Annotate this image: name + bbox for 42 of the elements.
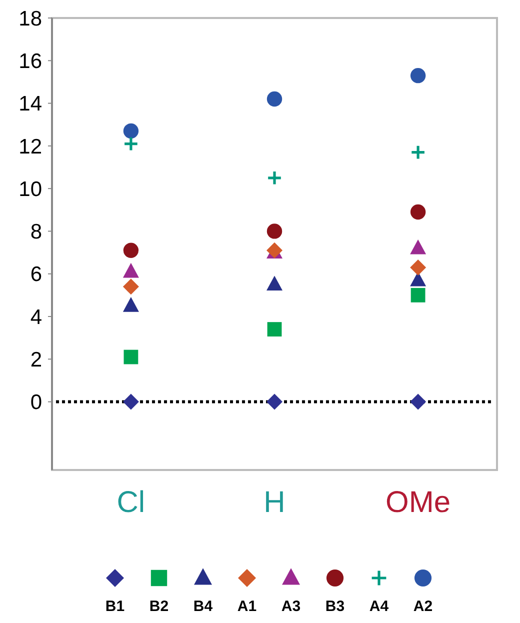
- y-tick-label: 12: [18, 135, 42, 158]
- x-tick-label: Cl: [116, 486, 146, 519]
- legend-label: A2: [413, 598, 433, 615]
- point: [266, 276, 282, 291]
- y-tick-label: 6: [30, 263, 42, 286]
- point: [266, 91, 282, 107]
- legend-label: A4: [369, 598, 390, 615]
- point: [123, 136, 139, 152]
- y-tick-label: 0: [30, 391, 42, 414]
- x-tick-label: H: [264, 486, 286, 519]
- point: [266, 170, 282, 186]
- x-tick-label: OMe: [386, 486, 451, 519]
- point: [410, 239, 426, 254]
- point: [122, 394, 139, 410]
- point: [410, 259, 426, 276]
- point: [123, 242, 139, 258]
- point: [410, 288, 426, 302]
- point: [123, 123, 139, 139]
- y-tick-label: 14: [18, 92, 42, 116]
- legend-label: B1: [105, 598, 125, 615]
- point: [410, 204, 426, 220]
- point: [266, 394, 282, 410]
- y-tick-label: 2: [30, 348, 42, 372]
- y-tick-label: 8: [30, 220, 42, 244]
- point: [410, 68, 426, 84]
- point: [267, 322, 282, 336]
- point: [122, 278, 139, 295]
- y-tick-label: 4: [30, 306, 42, 329]
- point: [266, 224, 282, 239]
- legend-label: B2: [149, 598, 169, 615]
- y-tick-label: 10: [18, 178, 42, 201]
- legend-label: A3: [281, 598, 301, 615]
- legend-label: B4: [193, 598, 214, 615]
- point: [122, 262, 139, 278]
- legend-label: A1: [237, 598, 257, 615]
- legend-label: B3: [325, 598, 345, 615]
- point: [410, 394, 426, 410]
- y-tick-label: 18: [18, 7, 42, 30]
- point: [122, 297, 139, 312]
- point: [124, 350, 138, 364]
- point: [410, 144, 426, 160]
- y-tick-label: 16: [18, 50, 42, 73]
